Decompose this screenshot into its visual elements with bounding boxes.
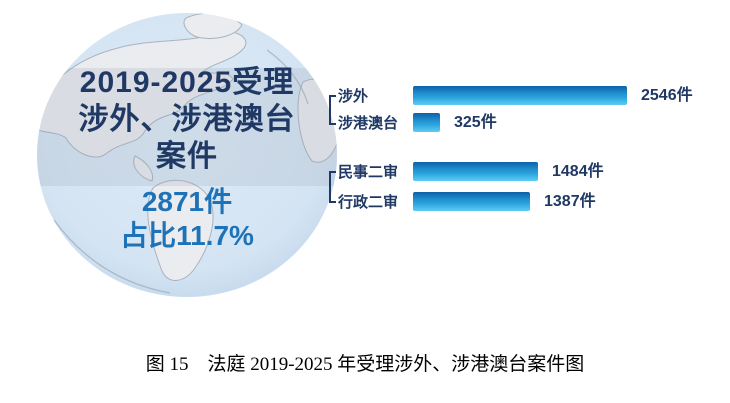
bar-label-xingzheng-ershen: 行政二审: [338, 194, 399, 211]
bar-xingzheng-ershen: [413, 192, 530, 211]
bar-value-minshi-ershen: 1484件: [552, 163, 604, 180]
globe-illustration: [36, 12, 338, 299]
share-percent-value: 占比11.7%: [120, 220, 254, 251]
bar-shegangaotai: [413, 113, 440, 132]
bar-label-minshi-ershen: 民事二审: [338, 164, 399, 181]
group2-bracket: [329, 171, 336, 203]
bar-value-xingzheng-ershen: 1387件: [544, 193, 596, 210]
bar-value-shewai: 2546件: [641, 87, 693, 104]
figure-caption: 图 15 法庭 2019-2025 年受理涉外、涉港澳台案件图: [145, 354, 585, 375]
bar-label-shewai: 涉外: [338, 88, 369, 105]
bar-shewai: [413, 86, 627, 105]
globe-title-line2: 涉外、涉港澳台: [78, 103, 296, 136]
bar-label-shegangaotai: 涉港澳台: [338, 115, 399, 132]
bar-value-shegangaotai: 325件: [454, 114, 497, 131]
total-cases-value: 2871件: [141, 186, 233, 217]
group1-bracket: [329, 95, 336, 125]
globe-title-line3: 案件: [156, 140, 218, 173]
globe-title-line1: 2019-2025受理: [79, 66, 295, 99]
globe-text-block: 2019-2025受理 涉外、涉港澳台 案件 2871件 占比11.7%: [36, 64, 338, 253]
bar-minshi-ershen: [413, 162, 538, 181]
globe-icon: [37, 13, 337, 297]
